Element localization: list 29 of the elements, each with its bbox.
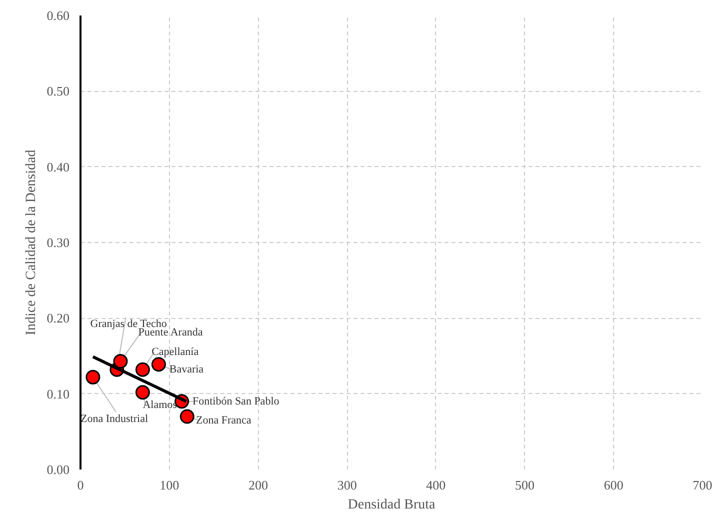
- x-tick-label: 400: [426, 478, 446, 492]
- point: [86, 370, 100, 384]
- point: [135, 385, 150, 400]
- y-tick-label: 0.20: [46, 310, 70, 326]
- point: [151, 357, 166, 372]
- y-tick-label: 0.40: [46, 159, 70, 174]
- y-tick-label: 0.60: [46, 8, 70, 23]
- annotation: Fontibón San Pablo: [192, 395, 280, 408]
- x-tick-label: 300: [337, 478, 357, 492]
- x-tick-label: 600: [604, 478, 624, 492]
- y-tick-label: 0.30: [46, 235, 70, 250]
- x-tick-label: 700: [692, 478, 712, 492]
- point: [180, 409, 194, 424]
- y-tick-label: 0.50: [46, 84, 70, 99]
- annotation: Bavaria: [169, 364, 204, 376]
- x-tick-label: 200: [248, 478, 268, 492]
- x-axis-title: Densidad Bruta: [348, 498, 436, 512]
- y-tick-label: 0.00: [46, 462, 70, 477]
- point: [135, 362, 150, 377]
- x-tick-label: 0: [77, 478, 84, 492]
- y-axis-title: Indice de Calidad de la Densidad: [24, 150, 39, 336]
- annotation: Capellanía: [152, 346, 199, 358]
- annotation: Alamos: [142, 399, 177, 412]
- annotation: Puente Aranda: [138, 326, 203, 339]
- x-tick-label: 100: [160, 478, 180, 492]
- point: [113, 354, 128, 369]
- annotation: Zona Franca: [196, 414, 252, 426]
- y-tick-label: 0.10: [46, 386, 70, 402]
- x-tick-label: 500: [515, 478, 535, 492]
